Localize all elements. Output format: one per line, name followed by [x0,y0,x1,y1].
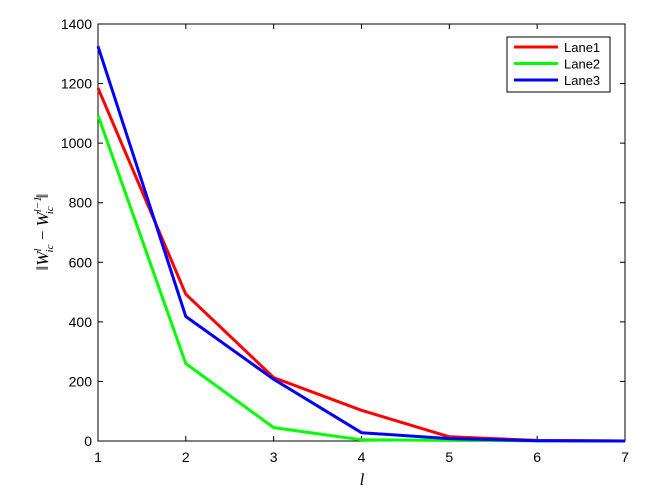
legend-label-lane1: Lane1 [564,40,600,55]
y-tick-label: 800 [69,195,93,211]
x-tick-label: 5 [445,449,453,465]
x-axis-label: l [360,470,365,489]
y-tick-label: 400 [69,314,93,330]
x-tick-label: 3 [270,449,278,465]
y-tick-label: 1400 [61,16,92,32]
legend-label-lane2: Lane2 [564,57,600,72]
x-tick-label: 7 [621,449,629,465]
y-tick-label: 0 [84,433,92,449]
series-line-lane3 [96,45,626,443]
series-lines [96,45,626,443]
x-tick-label: 4 [358,449,366,465]
x-tick-label: 2 [182,449,190,465]
y-tick-label: 1200 [61,76,92,92]
plot-area [97,23,626,442]
y-axis-label: ‖Wlic − Wl−1ic‖ [32,194,56,271]
x-tick-label: 1 [94,449,102,465]
y-tick-label: 1000 [61,135,92,151]
y-tick-label: 600 [69,254,93,270]
y-tick-labels: 0 200 400 600 800 1000 1200 1400 [61,16,92,449]
legend-label-lane3: Lane3 [564,73,600,88]
y-tick-label: 200 [69,373,93,389]
x-tick-label: 6 [533,449,541,465]
x-tick-labels: 1 2 3 4 5 6 7 [94,449,629,465]
